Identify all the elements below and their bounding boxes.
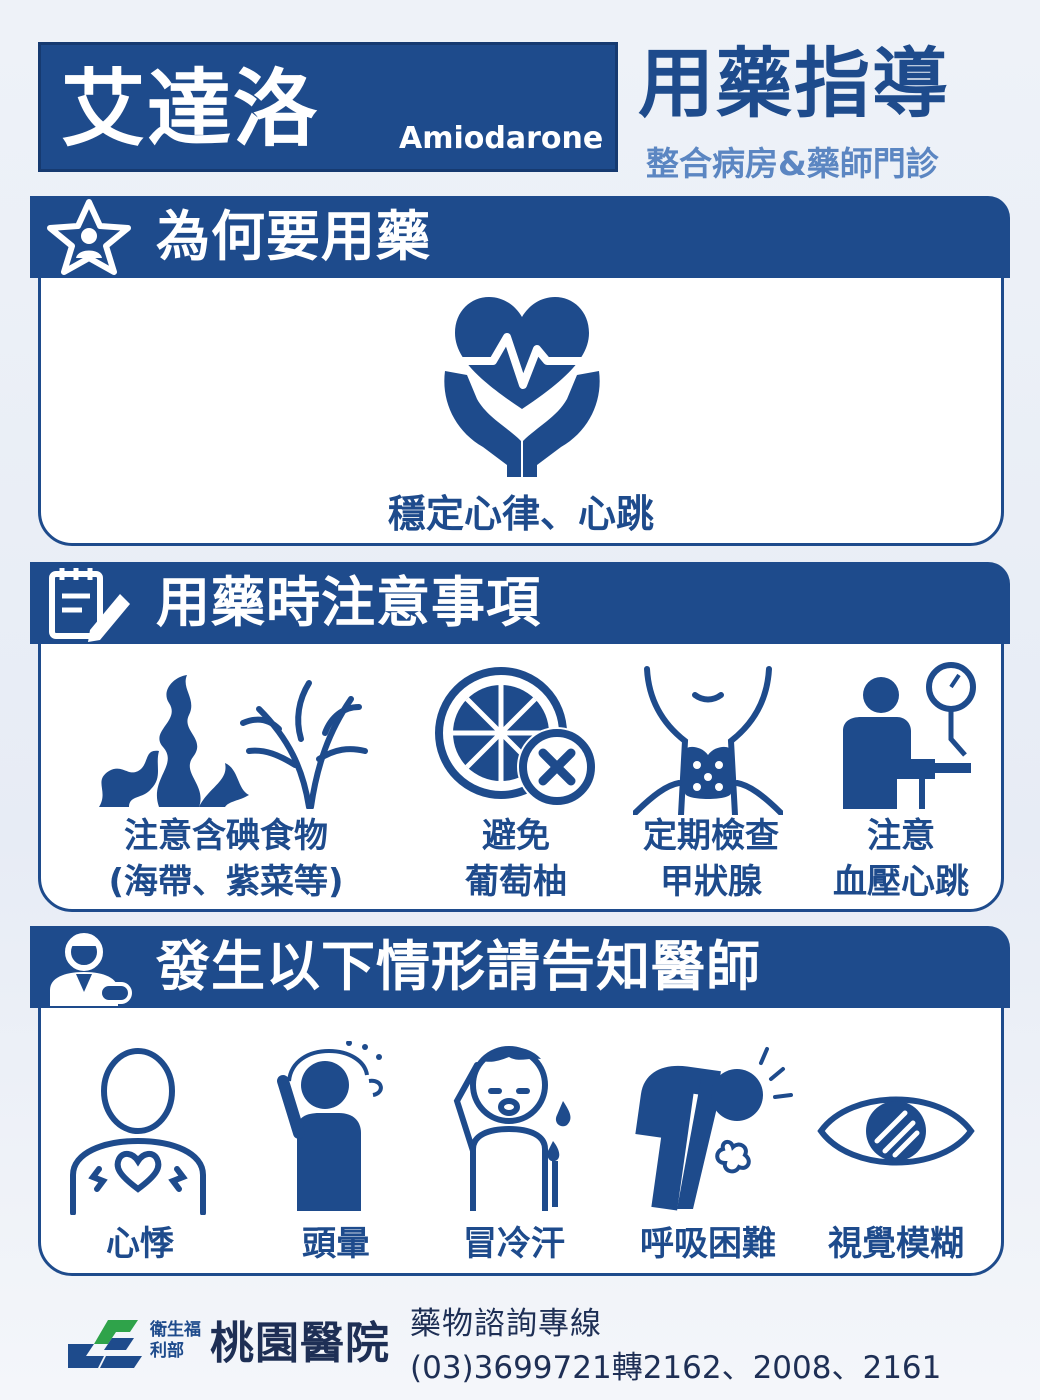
drug-name-en: Amiodarone (399, 121, 604, 156)
notepad-pencil-icon (49, 568, 130, 642)
star-person-icon (47, 199, 131, 275)
blurred-vision-icon (817, 1096, 975, 1166)
guide-subtitle: 整合病房&藥師門診 (646, 144, 939, 183)
grapefruit-forbidden-icon (435, 667, 597, 807)
precaution-grapefruit: 避免 葡萄柚 (465, 816, 567, 902)
doctor-icon (50, 933, 132, 1006)
blood-pressure-icon (843, 662, 976, 809)
dizziness-icon (277, 1041, 383, 1211)
precaution-thyroid: 定期檢查 甲狀腺 (643, 816, 779, 902)
symptom-dizziness: 頭暈 (302, 1224, 370, 1264)
palpitation-icon (70, 1048, 206, 1215)
hospital-name: 桃園醫院 (210, 1318, 390, 1369)
why-caption: 穩定心律、心跳 (387, 492, 654, 536)
precautions-band: 用藥時注意事項 (30, 562, 1010, 644)
seaweed-icon (99, 675, 368, 809)
ministry-name: 衛生福利部 (150, 1320, 201, 1361)
hospital-logo-icon (68, 1320, 142, 1368)
symptom-breathing: 呼吸困難 (640, 1224, 776, 1264)
symptom-palpitation: 心悸 (106, 1224, 174, 1264)
heart-in-hands-icon (437, 297, 607, 477)
precautions-title: 用藥時注意事項 (156, 571, 541, 634)
why-title: 為何要用藥 (156, 205, 431, 268)
breathing-difficulty-icon (635, 1047, 793, 1211)
thyroid-icon (633, 666, 783, 815)
guide-title: 用藥指導 (638, 39, 950, 128)
tell-doctor-title: 發生以下情形請告知醫師 (156, 935, 761, 998)
hotline-number[interactable]: (03)3699721轉2162、2008、2161 (410, 1350, 942, 1386)
drug-name-zh: 艾達洛 (61, 60, 320, 158)
precautions-panel: 注意含碘食物 (海帶、紫菜等) 避免 葡萄柚 定期檢查 甲狀腺 注意 血壓心跳 (38, 616, 1004, 912)
hotline-label: 藥物諮詢專線 (410, 1306, 602, 1342)
why-band: 為何要用藥 (30, 196, 1010, 278)
precaution-bp: 注意 血壓心跳 (833, 816, 969, 902)
tell-doctor-band: 發生以下情形請告知醫師 (30, 926, 1010, 1008)
symptom-cold-sweat: 冒冷汗 (463, 1224, 565, 1264)
cold-sweat-icon (453, 1046, 571, 1211)
symptom-vision: 視覺模糊 (828, 1224, 964, 1264)
precaution-iodine: 注意含碘食物 (海帶、紫菜等) (108, 816, 344, 902)
why-panel: 穩定心律、心跳 (38, 250, 1004, 546)
title-box: 艾達洛 Amiodarone (38, 42, 618, 172)
tell-doctor-panel: 心悸 頭暈 冒冷汗 呼吸困難 視覺模糊 (38, 980, 1004, 1276)
